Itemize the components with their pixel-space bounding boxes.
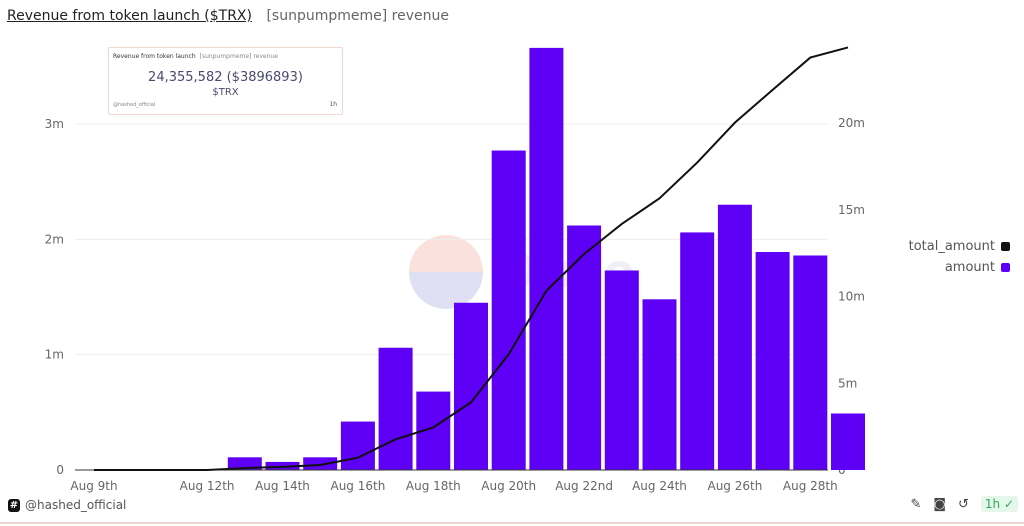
footer-author[interactable]: # @hashed_official — [8, 498, 126, 512]
legend-swatch-total-amount — [1001, 242, 1010, 251]
x-axis-tick: Aug 20th — [481, 479, 536, 493]
bar-amount — [717, 204, 752, 470]
left-axis-tick: 3m — [45, 117, 64, 131]
bar-amount — [491, 150, 526, 470]
x-axis-tick: Aug 22nd — [555, 479, 613, 493]
bar-amount — [755, 252, 790, 470]
x-axis-tick: Aug 14th — [255, 479, 310, 493]
legend-item-total-amount[interactable]: total_amount — [909, 236, 1010, 257]
right-axis-tick: 15m — [838, 203, 865, 217]
x-axis-tick: Aug 26th — [707, 479, 762, 493]
edit-icon[interactable]: ✎ — [910, 496, 922, 512]
dune-logo-icon — [409, 235, 483, 309]
counter-preview-card: Revenue from token launch [sunpumpmeme] r… — [108, 47, 343, 115]
x-axis-tick: Aug 9th — [70, 479, 117, 493]
bar-amount — [642, 299, 677, 470]
refresh-icon[interactable]: ↺ — [957, 496, 969, 512]
inset-author: @hashed_official — [113, 102, 156, 108]
x-axis-tick: Aug 12th — [180, 479, 235, 493]
chart-title-bar: Revenue from token launch ($TRX) [sunpum… — [7, 8, 449, 24]
camera-icon[interactable]: ◙ — [933, 496, 946, 512]
x-axis-tick: Aug 16th — [330, 479, 385, 493]
line-total-amount — [94, 46, 849, 471]
x-axis-tick: Aug 18th — [406, 479, 461, 493]
bar-amount — [793, 255, 828, 470]
author-name: @hashed_official — [25, 498, 127, 512]
legend-item-amount[interactable]: amount — [909, 257, 1010, 278]
inset-freshness: 1h — [329, 101, 337, 108]
bar-amount — [831, 413, 865, 470]
hashed-logo-icon: # — [8, 498, 20, 512]
inset-unit: $TRX — [212, 87, 239, 98]
left-axis-tick: 0 — [56, 463, 64, 477]
inset-value: 24,355,582 ($3896893) — [148, 70, 303, 85]
left-axis-tick: 1m — [45, 348, 64, 362]
bar-amount — [303, 457, 338, 470]
x-axis-tick: Aug 24th — [632, 479, 687, 493]
inset-title: Revenue from token launch — [113, 53, 196, 60]
right-axis-tick: 10m — [838, 290, 865, 304]
bar-amount — [529, 47, 564, 470]
freshness-badge[interactable]: 1h ✓ — [980, 496, 1018, 512]
x-axis-tick: Aug 28th — [783, 479, 838, 493]
left-axis-tick: 2m — [45, 232, 64, 246]
bar-amount — [567, 225, 602, 470]
bar-amount — [378, 347, 413, 470]
chart-title-link[interactable]: Revenue from token launch ($TRX) — [7, 8, 252, 24]
inset-subtitle: [sunpumpmeme] revenue — [199, 53, 278, 60]
legend: total_amount amount — [909, 236, 1010, 278]
bar-amount — [604, 270, 639, 470]
query-name: [sunpumpmeme] revenue — [266, 8, 449, 24]
right-axis-tick: 5m — [838, 376, 857, 390]
footer-tools: ✎ ◙ ↺ 1h ✓ — [910, 496, 1018, 512]
divider — [0, 522, 1024, 524]
bar-amount — [680, 232, 715, 470]
right-axis-tick: 20m — [838, 116, 865, 130]
legend-swatch-amount — [1001, 263, 1010, 272]
bar-amount — [340, 421, 375, 470]
